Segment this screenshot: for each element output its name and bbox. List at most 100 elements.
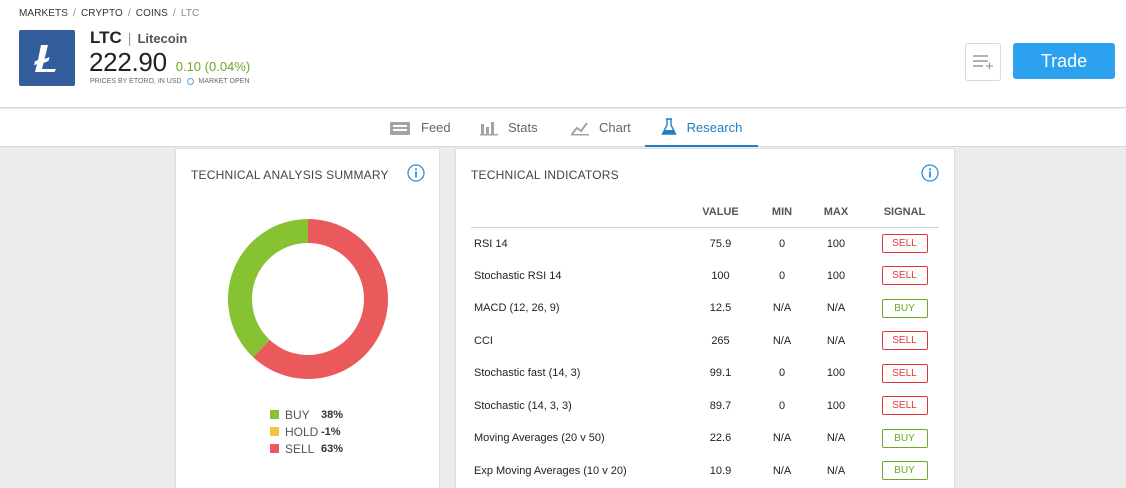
litecoin-logo-icon (34, 45, 56, 72)
tab-feed[interactable]: Feed (389, 109, 459, 146)
trade-button[interactable]: Trade (1013, 43, 1115, 79)
price-meta: PRICES BY ETORO, IN USD MARKET OPEN (90, 78, 249, 85)
legend-label-buy: BUY (285, 407, 310, 422)
indicator-name: Stochastic (14, 3, 3) (474, 399, 572, 412)
price-block: 222.90 0.10 (0.04%) (89, 47, 250, 78)
signal-badge: SELL (881, 331, 928, 351)
indicator-max: 100 (826, 237, 846, 250)
indicator-value: 75.9 (709, 237, 732, 250)
indicator-max: N/A (826, 432, 846, 445)
signal-cell: BUY (870, 455, 939, 488)
info-icon[interactable] (407, 164, 425, 182)
indicator-name: Moving Averages (20 v 50) (474, 432, 605, 445)
tab-chart-label: Chart (599, 120, 631, 135)
column-header-value: VALUE (679, 197, 762, 228)
info-icon[interactable] (921, 164, 939, 182)
add-to-watchlist-button[interactable] (965, 43, 1001, 81)
breadcrumb-separator: / (73, 8, 76, 19)
instrument-title: LTC | Litecoin (90, 28, 187, 48)
signal-cell: SELL (870, 390, 939, 423)
indicator-name: Exp Moving Averages (10 v 20) (474, 464, 627, 477)
breadcrumb-coins[interactable]: COINS (135, 8, 168, 19)
indicator-name: Stochastic RSI 14 (474, 269, 562, 282)
breadcrumb-markets[interactable]: MARKETS (19, 8, 69, 19)
instrument-name: Litecoin (137, 31, 188, 46)
indicator-min: 0 (778, 399, 786, 412)
indicator-value: 265 (711, 334, 730, 347)
flask-icon (661, 118, 677, 135)
instrument-symbol: LTC (90, 28, 122, 47)
column-header-max: MAX (802, 197, 870, 228)
tab-bar: Feed Stats Chart Research (0, 109, 1126, 147)
indicator-max: 100 (826, 367, 846, 380)
legend-item-hold: HOLD -1% (270, 423, 343, 440)
breadcrumb: MARKETS / CRYPTO / COINS / LTC (19, 8, 199, 19)
indicator-name: CCI (474, 334, 493, 347)
signal-badge: SELL (881, 363, 928, 383)
tab-stats[interactable]: Stats (480, 109, 545, 146)
indicator-min: 0 (778, 269, 786, 282)
title-divider: | (127, 30, 132, 46)
signal-cell: SELL (870, 260, 939, 293)
signal-cell: SELL (870, 227, 939, 260)
price-source-note: PRICES BY ETORO, IN USD (90, 78, 182, 85)
table-row: Moving Averages (20 v 50) 22.6 N/A N/A BUY (471, 422, 939, 455)
legend-value-sell: 63% (321, 442, 344, 455)
signal-badge: BUY (881, 461, 928, 481)
table-row: Stochastic RSI 14 100 0 100 SELL (471, 260, 939, 293)
add-to-watchlist-icon (973, 55, 993, 70)
indicator-max: N/A (826, 464, 846, 477)
summary-title: TECHNICAL ANALYSIS SUMMARY (191, 168, 389, 182)
breadcrumb-current: LTC (180, 8, 200, 19)
indicator-min: 0 (778, 367, 786, 380)
legend-swatch-buy (270, 410, 279, 419)
technical-indicators-card: TECHNICAL INDICATORS VALUE MIN MAX SIGNA… (455, 148, 955, 488)
indicator-name: RSI 14 (474, 237, 508, 250)
indicator-max: 100 (826, 399, 846, 412)
indicators-title: TECHNICAL INDICATORS (471, 168, 619, 182)
indicator-min: N/A (772, 464, 792, 477)
tab-stats-label: Stats (508, 120, 538, 135)
indicator-value: 12.5 (709, 302, 732, 315)
indicators-header-row: VALUE MIN MAX SIGNAL (471, 197, 939, 228)
summary-legend: BUY 38% HOLD -1% SELL 63% (270, 406, 343, 457)
indicator-min: 0 (778, 237, 786, 250)
legend-swatch-sell (270, 444, 279, 453)
market-status: MARKET OPEN (198, 78, 250, 85)
tab-chart[interactable]: Chart (571, 109, 636, 146)
breadcrumb-crypto[interactable]: CRYPTO (80, 8, 123, 19)
chart-icon (571, 121, 589, 135)
signal-badge: BUY (881, 298, 928, 318)
breadcrumb-separator: / (127, 8, 131, 19)
table-row: Exp Moving Averages (10 v 20) 10.9 N/A N/A B… (471, 455, 939, 488)
legend-label-hold: HOLD (285, 424, 319, 439)
stats-icon (480, 121, 498, 135)
column-header-signal: SIGNAL (870, 197, 939, 228)
table-row: Stochastic (14, 3, 3) 89.7 0 100 SELL (471, 390, 939, 423)
breadcrumb-separator: / (172, 8, 176, 19)
litecoin-logo (19, 30, 75, 86)
column-header-min: MIN (762, 197, 802, 228)
legend-swatch-hold (270, 427, 279, 436)
table-row: MACD (12, 26, 9) 12.5 N/A N/A BUY (471, 292, 939, 325)
signal-badge: SELL (881, 396, 928, 416)
indicator-value: 89.7 (709, 399, 732, 412)
indicator-name: Stochastic fast (14, 3) (474, 367, 581, 380)
legend-label-sell: SELL (285, 441, 315, 456)
indicator-max: 100 (826, 269, 846, 282)
tab-research[interactable]: Research (645, 109, 758, 147)
legend-item-sell: SELL 63% (270, 440, 343, 457)
indicators-table: VALUE MIN MAX SIGNAL RSI 14 75.9 0 100 SELL S… (471, 197, 939, 487)
signal-badge: SELL (881, 234, 928, 253)
signal-badge: SELL (881, 266, 928, 286)
indicator-max: N/A (826, 334, 846, 347)
feed-icon (390, 121, 410, 135)
indicator-value: 100 (711, 269, 730, 282)
tab-research-label: Research (686, 119, 743, 135)
signal-badge: BUY (881, 428, 928, 448)
instrument-header: MARKETS / CRYPTO / COINS / LTC LTC | Liteco… (0, 0, 1126, 108)
legend-value-buy: 38% (321, 408, 344, 421)
summary-donut-chart (228, 219, 388, 379)
indicator-min: N/A (772, 334, 792, 347)
indicator-value: 99.1 (709, 367, 732, 380)
